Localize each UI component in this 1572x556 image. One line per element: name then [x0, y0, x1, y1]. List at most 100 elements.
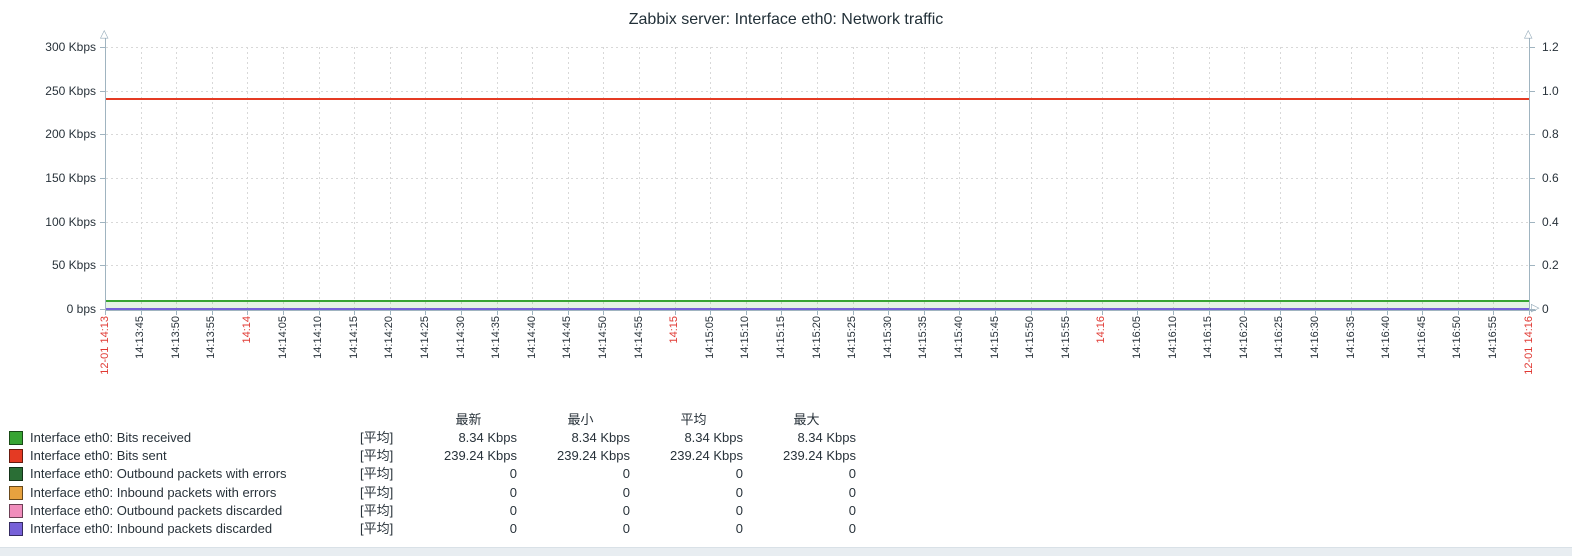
plot-area[interactable] — [105, 38, 1529, 310]
y-axis-tick — [100, 265, 105, 266]
y-axis-left-arrow-up-icon: △ — [100, 28, 109, 40]
graph-title: Zabbix server: Interface eth0: Network t… — [628, 11, 944, 28]
x-tick-label: 14:15:50 — [1024, 316, 1037, 359]
gridline-v — [710, 47, 711, 309]
x-axis-tick — [1422, 311, 1423, 315]
x-axis-tick — [1351, 311, 1352, 315]
legend-series-name: Interface eth0: Inbound packets discarde… — [30, 521, 273, 537]
series-line-interface-eth0-bits-sent — [105, 98, 1529, 100]
legend-value-latest: 239.24 Kbps — [443, 448, 517, 464]
x-axis-tick — [1387, 311, 1388, 315]
y-axis-left-line — [105, 38, 106, 311]
x-axis-tick — [1066, 311, 1067, 315]
y-axis-tick — [1530, 222, 1535, 223]
legend-value-max: 0 — [848, 502, 856, 518]
x-axis-tick — [853, 311, 854, 315]
y-axis-tick — [100, 134, 105, 135]
x-tick-label: 14:14:35 — [490, 316, 503, 359]
legend-series-name: Interface eth0: Bits sent — [30, 448, 167, 464]
x-axis-line — [105, 310, 1536, 311]
legend-function: [平均] — [360, 448, 394, 464]
x-axis-tick — [283, 311, 284, 315]
legend-value-avg: 0 — [735, 484, 743, 500]
y-axis-label-left: 250 Kbps — [45, 84, 96, 98]
y-axis-label-left: 0 bps — [66, 302, 96, 316]
legend-value-min: 239.24 Kbps — [556, 448, 630, 464]
series-line-interface-eth0-inbound-packets-discarded — [105, 308, 1529, 310]
gridline-v — [1102, 47, 1103, 309]
gridline-v — [1458, 47, 1459, 309]
legend-row: Interface eth0: Outbound packets discard… — [0, 502, 863, 520]
x-tick-label: 14:16:45 — [1415, 316, 1428, 359]
x-tick-label: 14:15:25 — [846, 316, 859, 359]
gridline-v — [176, 47, 177, 309]
gridline-v — [817, 47, 818, 309]
legend-function: [平均] — [360, 484, 394, 500]
x-axis-tick — [1458, 311, 1459, 315]
x-tick-label: 14:16 — [1095, 316, 1108, 344]
x-tick-label: 14:15:10 — [739, 316, 752, 359]
gridline-v — [141, 47, 142, 309]
x-axis-tick — [319, 311, 320, 315]
x-axis-tick — [888, 311, 889, 315]
x-tick-label: 14:15:20 — [810, 316, 823, 359]
x-axis-tick — [176, 311, 177, 315]
x-tick-label: 14:16:40 — [1380, 316, 1393, 359]
x-tick-label: 14:14:15 — [347, 316, 360, 359]
x-tick-label: 14:13:45 — [134, 316, 147, 359]
x-tick-label: 14:15:55 — [1059, 316, 1072, 359]
x-tick-label: 14:14:10 — [312, 316, 325, 359]
x-axis-tick — [354, 311, 355, 315]
legend-value-latest: 0 — [509, 466, 517, 482]
x-axis-tick — [1173, 311, 1174, 315]
legend-value-max: 0 — [848, 466, 856, 482]
legend-value-avg: 8.34 Kbps — [684, 430, 743, 446]
y-axis-label-right: 1.2 — [1542, 40, 1559, 54]
gridline-v — [354, 47, 355, 309]
x-axis-tick — [461, 311, 462, 315]
legend-function: [平均] — [360, 521, 394, 537]
gridline-v — [532, 47, 533, 309]
x-axis-tick — [746, 311, 747, 315]
x-axis-tick — [497, 311, 498, 315]
y-axis-tick — [1530, 134, 1535, 135]
x-axis-tick — [675, 311, 676, 315]
legend-swatch — [9, 431, 23, 446]
legend-value-min: 0 — [622, 484, 630, 500]
x-axis-tick — [532, 311, 533, 315]
legend-value-max: 0 — [848, 484, 856, 500]
y-axis-tick — [100, 91, 105, 92]
x-axis-tick — [639, 311, 640, 315]
x-axis-tick — [995, 311, 996, 315]
legend-value-max: 8.34 Kbps — [797, 430, 856, 446]
x-tick-label: 14:16:55 — [1486, 316, 1499, 359]
x-tick-label: 14:16:15 — [1202, 316, 1215, 359]
x-tick-label: 14:15:15 — [774, 316, 787, 359]
y-axis-label-right: 0.8 — [1542, 127, 1559, 141]
series-line-interface-eth0-bits-received — [105, 300, 1529, 302]
legend-value-latest: 0 — [509, 484, 517, 500]
gridline-v — [924, 47, 925, 309]
x-tick-label: 14:14:40 — [525, 316, 538, 359]
x-axis-tick — [1137, 311, 1138, 315]
y-axis-label-left: 150 Kbps — [45, 171, 96, 185]
x-axis-tick — [425, 311, 426, 315]
y-axis-label-right: 0 — [1542, 302, 1549, 316]
legend-swatch — [9, 467, 23, 482]
x-axis-tick — [1209, 311, 1210, 315]
legend-value-min: 0 — [622, 502, 630, 518]
y-axis-right-line — [1529, 38, 1530, 311]
gridline-v — [283, 47, 284, 309]
legend-value-min: 0 — [622, 466, 630, 482]
x-tick-label: 14:15:45 — [988, 316, 1001, 359]
x-tick-label: 14:13:55 — [205, 316, 218, 359]
x-tick-label: 14:16:20 — [1237, 316, 1250, 359]
x-tick-label: 14:15:35 — [917, 316, 930, 359]
x-axis-tick — [1529, 311, 1530, 315]
legend-swatch — [9, 522, 23, 537]
x-tick-label: 14:14:45 — [561, 316, 574, 359]
x-axis-tick — [1315, 311, 1316, 315]
